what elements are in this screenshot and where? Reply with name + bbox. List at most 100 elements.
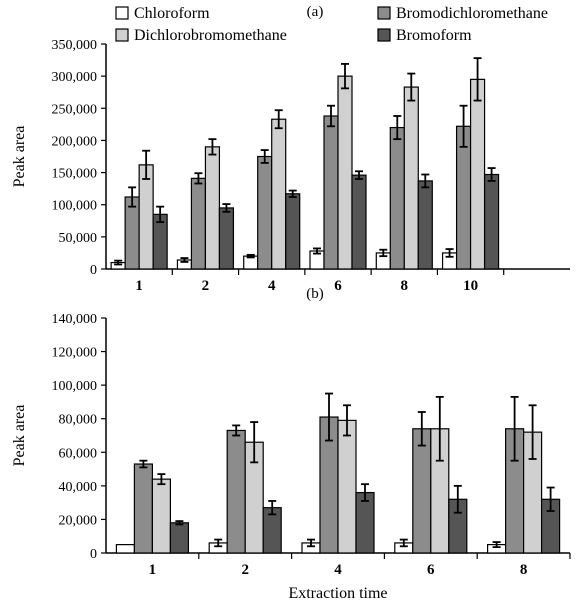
error-bar <box>325 392 333 442</box>
legend: Chloroform Bromodichloromethane Dichlorobr… <box>115 5 548 44</box>
bar <box>133 463 153 554</box>
legend-swatch-1 <box>377 6 391 20</box>
x-tick-label: 6 <box>427 562 435 578</box>
y-tick-label: 300,000 <box>52 70 98 85</box>
error-bar <box>435 395 444 462</box>
error-bar <box>260 149 269 164</box>
y-tick-label: 60,000 <box>59 446 98 461</box>
panel-label-a: (a) <box>307 4 324 20</box>
chart-panel-b: 0 20,000 40,000 60,000 80,000 100,000 120,000 1… <box>11 312 571 602</box>
bar <box>169 522 189 554</box>
bar <box>190 177 207 270</box>
x-tick-label: 8 <box>401 278 409 294</box>
y-tick-label: 0 <box>90 263 97 278</box>
bar <box>151 478 171 554</box>
error-bar <box>445 248 454 258</box>
error-bar <box>341 63 349 90</box>
bar <box>389 126 405 270</box>
bar <box>323 115 339 270</box>
error-bar <box>139 459 148 469</box>
legend-swatch-3 <box>377 28 391 42</box>
error-bar <box>546 486 555 512</box>
error-bar <box>393 115 402 141</box>
bar <box>138 164 154 270</box>
error-bar <box>268 500 277 516</box>
legend-swatch-0 <box>115 6 129 20</box>
error-bar <box>208 138 217 156</box>
bar <box>218 207 235 270</box>
legend-label-1: Bromodichloromethane <box>396 5 548 22</box>
error-bar <box>379 248 388 258</box>
error-bar <box>156 205 165 223</box>
legend-swatch-2 <box>115 28 129 42</box>
error-bar <box>157 473 166 486</box>
error-bar <box>473 57 482 102</box>
error-bar <box>288 189 297 198</box>
error-bar <box>313 247 321 255</box>
x-tick-label: 1 <box>135 278 143 294</box>
y-tick-label: 150,000 <box>52 167 98 182</box>
x-tick-label: 2 <box>202 278 210 294</box>
y-tick-label: 40,000 <box>59 480 98 495</box>
error-bar <box>528 404 537 460</box>
error-bar <box>492 541 501 549</box>
legend-label-0: Chloroform <box>134 5 210 22</box>
bar <box>417 180 433 270</box>
x-tick-label: 8 <box>520 562 528 578</box>
x-axis-label: Extraction time <box>288 585 387 602</box>
legend-label-3: Bromoform <box>396 27 472 44</box>
y-tick-label: 120,000 <box>52 346 98 361</box>
panel-label-b: (b) <box>306 286 324 302</box>
y-tick-label: 140,000 <box>52 312 98 327</box>
error-bar <box>510 395 519 462</box>
error-bar <box>214 538 223 548</box>
bar <box>257 155 273 270</box>
error-bar <box>327 104 335 128</box>
error-bar <box>142 149 151 180</box>
bar <box>337 419 357 554</box>
y-tick-label: 50,000 <box>59 231 98 246</box>
error-bar <box>175 520 184 526</box>
bar <box>412 428 432 554</box>
y-tick-label: 0 <box>90 547 97 562</box>
error-bar <box>407 72 416 102</box>
y-tick-label: 80,000 <box>59 413 98 428</box>
y-tick-label: 20,000 <box>59 513 98 528</box>
y-tick-label: 250,000 <box>52 102 98 117</box>
bar <box>483 173 500 270</box>
error-bar <box>399 538 408 548</box>
error-bar <box>194 172 203 185</box>
error-bar <box>232 424 241 437</box>
x-tick-label: 2 <box>241 562 249 578</box>
y-tick-label: 350,000 <box>52 38 98 53</box>
bar <box>271 118 287 270</box>
x-tick-label: 1 <box>149 562 157 578</box>
y-tick-label: 200,000 <box>52 134 98 149</box>
error-bar <box>274 109 283 130</box>
error-bar <box>421 173 430 189</box>
error-bar <box>417 411 426 447</box>
error-bar <box>361 483 369 502</box>
bar <box>337 75 353 270</box>
error-bar <box>487 167 496 182</box>
legend-label-2: Dichlorobromomethane <box>134 27 287 44</box>
y-tick-label: 100,000 <box>52 199 98 214</box>
error-bar <box>453 484 462 514</box>
x-tick-label: 4 <box>334 562 342 578</box>
error-bar <box>128 186 137 208</box>
bar <box>285 193 301 270</box>
bar <box>226 429 246 554</box>
bar <box>351 174 367 270</box>
error-bar <box>246 253 255 259</box>
chart-panel-a: 0 50,000 100,000 150,000 200,000 250,000 300,0… <box>11 38 570 294</box>
error-bar <box>114 259 123 266</box>
y-axis-label: Peak area <box>11 126 28 188</box>
y-tick-label: 100,000 <box>52 379 98 394</box>
error-bar <box>459 104 468 148</box>
y-axis-label: Peak area <box>11 405 28 467</box>
error-bar <box>343 404 351 437</box>
error-bar <box>222 203 231 213</box>
bar <box>204 146 221 270</box>
error-bar <box>180 257 189 263</box>
